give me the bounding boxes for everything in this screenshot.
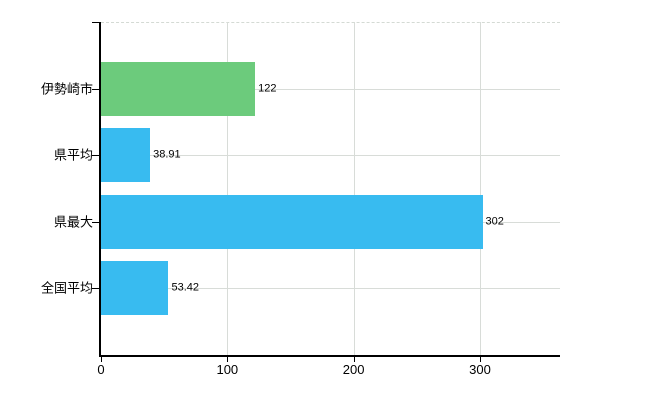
horizontal-gridline bbox=[101, 288, 560, 290]
horizontal-gridline bbox=[101, 88, 560, 90]
y-tick-mark bbox=[92, 221, 99, 223]
bar-全国平均 bbox=[101, 261, 169, 316]
x-tick-mark bbox=[101, 357, 102, 362]
x-tick-mark bbox=[479, 357, 481, 362]
horizontal-gridline bbox=[101, 155, 560, 157]
bar-value-label: 53.42 bbox=[171, 281, 200, 294]
y-tick-mark bbox=[92, 155, 99, 157]
x-tick-label: 100 bbox=[216, 362, 239, 377]
y-tick-mark bbox=[92, 288, 99, 290]
bar-value-label: 302 bbox=[485, 215, 504, 228]
x-tick-label: 200 bbox=[342, 362, 365, 377]
bar-県平均 bbox=[101, 128, 151, 183]
bar-伊勢崎市 bbox=[101, 61, 256, 116]
category-label: 県最大 bbox=[53, 214, 93, 230]
category-label: 伊勢崎市 bbox=[40, 81, 93, 97]
category-label: 県平均 bbox=[53, 147, 93, 163]
plot-area: 122 伊勢崎市 38.91 県平均 302 県最大 53.42 全国平均 0 100 200 30… bbox=[41, 22, 560, 376]
y-tick-mark bbox=[92, 22, 99, 23]
bar-県最大 bbox=[101, 194, 483, 249]
x-tick-label: 0 bbox=[97, 362, 105, 377]
category-label: 全国平均 bbox=[40, 280, 93, 296]
x-axis-line bbox=[99, 355, 560, 357]
bar-value-label: 122 bbox=[258, 82, 277, 95]
bar-value-label: 38.91 bbox=[153, 148, 181, 161]
y-axis-line bbox=[99, 22, 101, 355]
x-tick-mark bbox=[353, 357, 355, 362]
vertical-gridline bbox=[353, 22, 355, 355]
vertical-gridline bbox=[479, 22, 481, 355]
y-tick-mark bbox=[92, 88, 99, 90]
x-tick-mark bbox=[227, 357, 229, 362]
x-tick-label: 300 bbox=[469, 362, 491, 377]
vertical-gridline bbox=[227, 22, 229, 355]
plot-top-border bbox=[101, 22, 560, 23]
